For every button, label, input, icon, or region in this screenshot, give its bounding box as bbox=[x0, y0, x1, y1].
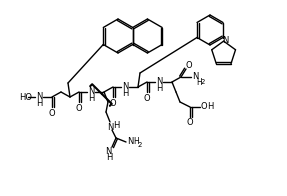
Text: N: N bbox=[222, 36, 229, 45]
Text: N: N bbox=[105, 148, 111, 156]
Text: O: O bbox=[186, 61, 192, 70]
Text: H: H bbox=[133, 136, 139, 145]
Text: O: O bbox=[49, 109, 55, 117]
Text: H: H bbox=[156, 83, 162, 93]
Text: N: N bbox=[192, 72, 198, 81]
Text: O: O bbox=[144, 93, 150, 103]
Text: H: H bbox=[88, 93, 94, 103]
Text: H: H bbox=[106, 153, 112, 162]
Text: H: H bbox=[36, 99, 42, 107]
Text: O: O bbox=[110, 99, 116, 107]
Text: O: O bbox=[76, 103, 82, 113]
Text: H: H bbox=[196, 77, 202, 86]
Text: N: N bbox=[36, 92, 42, 101]
Text: N: N bbox=[127, 136, 133, 145]
Text: N: N bbox=[122, 82, 128, 91]
Text: H: H bbox=[113, 122, 119, 131]
Text: O: O bbox=[187, 117, 193, 126]
Text: N: N bbox=[107, 122, 113, 132]
Text: H: H bbox=[207, 102, 213, 111]
Text: N: N bbox=[156, 76, 162, 85]
Text: H: H bbox=[122, 89, 128, 97]
Text: 2: 2 bbox=[138, 142, 142, 148]
Text: O: O bbox=[201, 102, 207, 111]
Text: N: N bbox=[88, 86, 94, 95]
Text: 2: 2 bbox=[201, 79, 205, 85]
Text: HO: HO bbox=[19, 93, 32, 102]
